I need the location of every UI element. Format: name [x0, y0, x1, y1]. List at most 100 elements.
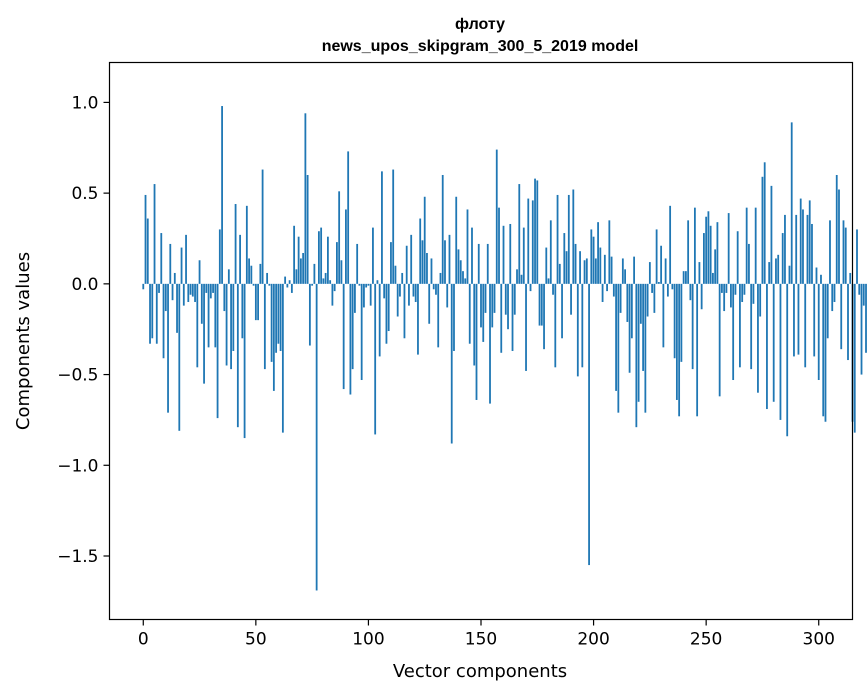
bar-187	[563, 233, 566, 284]
bar-284	[781, 233, 784, 284]
bar-29	[207, 283, 210, 348]
y-tick-label: −0.5	[57, 366, 98, 386]
chart-subtitle: news_upos_skipgram_300_5_2019 model	[322, 38, 639, 55]
bar-15	[176, 283, 178, 333]
bar-40	[232, 283, 235, 351]
bar-157	[495, 149, 498, 284]
bar-0	[142, 283, 145, 290]
y-axis-label: Components values	[13, 252, 34, 430]
bar-233	[666, 283, 669, 297]
plot-frame	[108, 61, 854, 621]
bar-206	[606, 283, 608, 292]
bar-137	[450, 283, 453, 444]
bar-107	[383, 283, 386, 299]
bar-38	[227, 269, 230, 284]
bar-3	[149, 283, 151, 344]
bar-100	[367, 283, 370, 286]
bar-118	[408, 283, 410, 306]
y-tick-label: 0.0	[71, 275, 98, 295]
bar-297	[811, 223, 813, 284]
bar-6	[155, 283, 158, 344]
bar-263	[734, 283, 737, 295]
bar-209	[612, 283, 615, 297]
bar-272	[754, 207, 757, 284]
bar-264	[736, 231, 739, 284]
bar-142	[462, 271, 464, 284]
bar-312	[844, 227, 847, 284]
bar-245	[693, 207, 696, 284]
bar-104	[376, 280, 379, 284]
bar-80	[322, 278, 325, 284]
bar-8	[160, 233, 163, 284]
bar-303	[824, 283, 827, 422]
bar-194	[579, 251, 581, 284]
bar-314	[849, 272, 852, 284]
bar-36	[223, 283, 226, 312]
bar-183	[554, 283, 557, 368]
bar-231	[662, 283, 665, 348]
bar-60	[277, 283, 280, 344]
bar-311	[842, 220, 845, 284]
bar-117	[405, 245, 408, 284]
bar-298	[813, 283, 816, 357]
bar-299	[815, 267, 818, 284]
bar-226	[651, 283, 654, 293]
bar-18	[182, 283, 185, 306]
bar-218	[633, 256, 635, 284]
bar-248	[700, 283, 703, 310]
bar-317	[856, 229, 858, 284]
bar-54	[263, 283, 266, 370]
bar-289	[793, 283, 795, 357]
bar-5	[153, 184, 156, 284]
x-tick-label: 250	[690, 630, 722, 650]
bar-197	[585, 258, 588, 284]
bar-32	[214, 283, 217, 348]
bar-19	[185, 234, 187, 284]
bar-290	[795, 214, 798, 284]
bar-287	[788, 265, 791, 284]
bar-275	[761, 176, 764, 284]
bar-200	[592, 236, 595, 284]
y-axis-ticks: 1.0 0.5 0.0 −0.5 −1.0 −1.5	[57, 93, 110, 567]
bar-20	[187, 283, 190, 302]
bar-146	[471, 227, 473, 284]
bar-254	[714, 249, 717, 284]
bar-53	[261, 169, 264, 284]
bar-154	[489, 283, 491, 404]
bar-41	[234, 204, 237, 284]
bar-67	[293, 225, 296, 284]
bar-106	[381, 171, 383, 284]
bar-182	[552, 283, 554, 295]
bar-122	[417, 283, 419, 355]
y-tick-label: 1.0	[71, 93, 98, 113]
bar-139	[455, 196, 458, 284]
bar-101	[369, 283, 372, 306]
bar-39	[230, 283, 232, 370]
bar-149	[477, 243, 480, 284]
bar-172	[529, 283, 532, 292]
bar-175	[536, 180, 539, 284]
bar-131	[437, 283, 440, 348]
bar-52	[259, 263, 262, 284]
bar-190	[570, 283, 572, 315]
bar-207	[608, 220, 611, 284]
bar-124	[421, 240, 424, 284]
bar-35	[221, 106, 223, 284]
bar-112	[394, 265, 397, 284]
bar-266	[741, 283, 744, 302]
bar-261	[730, 283, 732, 308]
x-tick-label: 0	[138, 630, 149, 650]
bar-128	[430, 258, 433, 284]
bar-276	[763, 162, 766, 284]
bar-78	[317, 231, 320, 284]
bar-135	[446, 283, 449, 308]
bar-278	[768, 262, 771, 284]
bar-153	[486, 243, 489, 284]
x-axis-label: Vector components	[393, 661, 567, 682]
bar-310	[840, 283, 843, 350]
bar-296	[808, 200, 811, 284]
bar-27	[203, 283, 205, 384]
bar-265	[739, 283, 741, 368]
bar-319	[860, 283, 863, 375]
bar-121	[414, 283, 417, 302]
